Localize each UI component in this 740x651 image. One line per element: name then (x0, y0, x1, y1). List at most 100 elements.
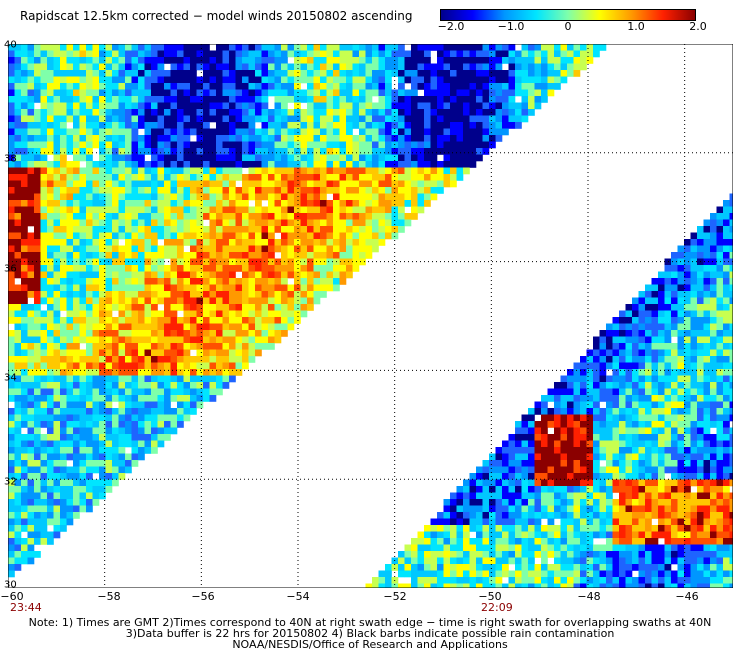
wind-cell (242, 330, 249, 337)
wind-cell (164, 219, 171, 227)
wind-cell (690, 317, 698, 324)
wind-cell (625, 421, 633, 428)
wind-cell (339, 180, 347, 188)
wind-cell (716, 408, 724, 415)
wind-cell (560, 479, 568, 487)
wind-cell (53, 518, 61, 526)
wind-cell (157, 83, 165, 90)
wind-cell (294, 102, 301, 110)
wind-cell (209, 336, 217, 344)
wind-cell (66, 206, 74, 214)
wind-cell (209, 180, 217, 188)
wind-cell (112, 128, 119, 136)
wind-cell (482, 89, 490, 97)
wind-cell (307, 109, 314, 116)
wind-cell (398, 63, 405, 71)
wind-cell (586, 57, 594, 64)
wind-cell (151, 369, 158, 376)
wind-cell (658, 271, 665, 279)
wind-cell (66, 167, 74, 175)
wind-cell (320, 180, 327, 188)
wind-cell (131, 226, 139, 233)
wind-cell (125, 330, 132, 337)
wind-cell (690, 499, 698, 506)
wind-cell (157, 349, 165, 357)
wind-cell (131, 258, 139, 266)
wind-cell (125, 180, 132, 188)
wind-cell (229, 193, 236, 201)
wind-cell (203, 102, 210, 110)
wind-cell (508, 466, 516, 474)
wind-cell (47, 479, 54, 487)
wind-cell (723, 245, 730, 253)
wind-cell (710, 258, 717, 266)
wind-cell (300, 219, 308, 227)
wind-cell (125, 336, 132, 344)
wind-cell (118, 336, 126, 344)
wind-cell (703, 473, 711, 480)
wind-cell (66, 141, 74, 149)
wind-cell (703, 330, 711, 337)
wind-cell (573, 525, 581, 532)
wind-cell (190, 148, 197, 155)
wind-cell (567, 434, 574, 441)
wind-cell (365, 245, 373, 253)
wind-cell (729, 473, 733, 480)
wind-cell (554, 408, 561, 415)
wind-cell (138, 167, 145, 175)
wind-cell (554, 44, 561, 51)
wind-cell (333, 122, 340, 129)
wind-cell (268, 226, 275, 233)
wind-cell (710, 414, 717, 422)
wind-cell (21, 109, 28, 116)
wind-cell (60, 70, 67, 77)
wind-cell (489, 505, 496, 513)
wind-cell (593, 421, 600, 428)
wind-cell (723, 258, 730, 266)
wind-cell (625, 486, 633, 493)
wind-cell (372, 141, 379, 149)
wind-cell (14, 317, 22, 324)
wind-cell (729, 291, 733, 298)
wind-cell (521, 440, 529, 448)
wind-cell (372, 57, 379, 64)
wind-cell (437, 174, 444, 181)
wind-cell (482, 148, 490, 155)
wind-cell (606, 323, 613, 331)
wind-cell (664, 304, 672, 311)
wind-cell (645, 382, 652, 389)
wind-cell (365, 154, 373, 162)
wind-cell (222, 336, 230, 344)
wind-cell (495, 83, 503, 90)
wind-cell (313, 44, 321, 51)
wind-cell (645, 479, 652, 487)
wind-cell (729, 382, 733, 389)
wind-cell (469, 76, 477, 84)
wind-cell (79, 219, 87, 227)
wind-cell (274, 109, 282, 116)
wind-cell (157, 174, 165, 181)
wind-cell (482, 479, 490, 487)
wind-cell (47, 323, 54, 331)
wind-cell (40, 486, 48, 493)
wind-cell (229, 167, 236, 175)
wind-cell (86, 375, 93, 383)
wind-cell (710, 492, 717, 500)
wind-cell (34, 245, 41, 253)
wind-cell (671, 421, 678, 428)
wind-cell (450, 76, 457, 84)
wind-cell (593, 427, 600, 435)
wind-cell (255, 284, 262, 292)
wind-cell (8, 122, 15, 129)
wind-cell (112, 330, 119, 337)
wind-cell (567, 512, 574, 519)
wind-cell (723, 291, 730, 298)
wind-cell (177, 89, 184, 97)
wind-cell (606, 343, 613, 350)
wind-cell (677, 401, 685, 409)
wind-cell (183, 356, 191, 363)
wind-cell (261, 83, 269, 90)
wind-cell (47, 245, 54, 253)
wind-cell (34, 174, 41, 181)
wind-cell (372, 187, 379, 194)
